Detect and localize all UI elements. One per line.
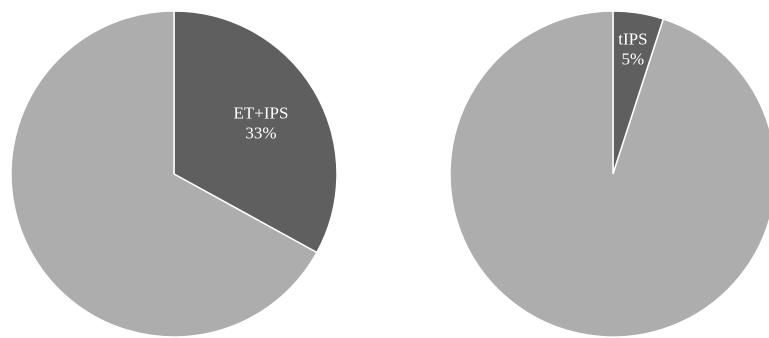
pie-slice-remainder — [10, 10, 318, 338]
pie-slice-et-ips — [173, 10, 338, 254]
slice-label: tIPS — [618, 29, 647, 48]
slice-label: ET+IPS — [234, 104, 289, 123]
slice-percent-label: 5% — [622, 49, 645, 68]
slice-percent-label: 33% — [245, 124, 276, 143]
pie-slice-remainder — [449, 10, 769, 338]
